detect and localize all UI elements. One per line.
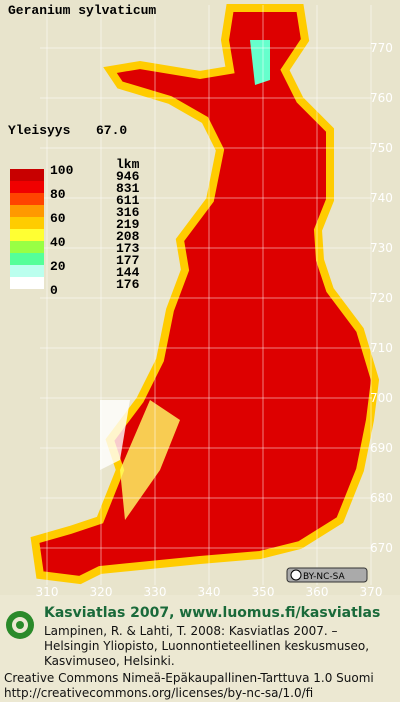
northing-label: 690 bbox=[370, 441, 393, 455]
easting-label: 320 bbox=[90, 585, 113, 599]
legend-scale-label: 40 bbox=[50, 235, 66, 250]
northing-label: 760 bbox=[370, 91, 393, 105]
grid: 770 760 750 740 730 720 710 700 690 680 670 310 320 3… bbox=[36, 5, 393, 599]
legend-swatch bbox=[10, 193, 44, 205]
legend-swatch bbox=[10, 205, 44, 217]
legend-count: 831 bbox=[116, 181, 140, 196]
legend-count: 316 bbox=[116, 205, 140, 220]
northing-label: 740 bbox=[370, 191, 393, 205]
legend-count: 176 bbox=[116, 277, 140, 292]
easting-label: 340 bbox=[198, 585, 221, 599]
northing-label: 670 bbox=[370, 541, 393, 555]
license-url: http://creativecommons.org/licenses/by-n… bbox=[4, 686, 313, 700]
easting-label: 350 bbox=[252, 585, 275, 599]
license-badge: BY-NC-SA bbox=[286, 567, 368, 583]
legend-swatch bbox=[10, 181, 44, 193]
citation-line: Lampinen, R. & Lahti, T. 2008: Kasviatla… bbox=[44, 624, 338, 638]
legend-swatch bbox=[10, 265, 44, 277]
legend-swatch bbox=[10, 217, 44, 229]
legend-swatch bbox=[10, 229, 44, 241]
footer-heading: Kasviatlas 2007, www.luomus.fi/kasviatla… bbox=[44, 605, 380, 621]
legend-scale-label: 20 bbox=[50, 259, 66, 274]
northing-label: 720 bbox=[370, 291, 393, 305]
badge-text: BY-NC-SA bbox=[303, 572, 346, 582]
northing-label: 680 bbox=[370, 491, 393, 505]
frequency-value: 67.0 bbox=[96, 123, 127, 138]
legend-scale-label: 100 bbox=[50, 163, 74, 178]
easting-label: 310 bbox=[36, 585, 59, 599]
coastal-zone bbox=[120, 400, 180, 520]
legend-scale-label: 0 bbox=[50, 283, 58, 298]
citation-line: Helsingin Yliopisto, Luonnontieteellinen… bbox=[44, 639, 369, 653]
easting-label: 360 bbox=[306, 585, 329, 599]
northing-label: 750 bbox=[370, 141, 393, 155]
easting-label: 370 bbox=[360, 585, 383, 599]
count-header: lkm bbox=[116, 157, 140, 172]
legend-swatch bbox=[10, 241, 44, 253]
legend-swatch bbox=[10, 169, 44, 181]
northing-label: 700 bbox=[370, 391, 393, 405]
northing-label: 730 bbox=[370, 241, 393, 255]
northern-zone bbox=[250, 40, 270, 85]
no-data-zone bbox=[100, 400, 130, 470]
northing-label: 770 bbox=[370, 41, 393, 55]
easting-label: 330 bbox=[144, 585, 167, 599]
legend-count: 946 bbox=[116, 169, 140, 184]
legend-count: 611 bbox=[116, 193, 140, 208]
legend-scale-label: 60 bbox=[50, 211, 66, 226]
legend-count: 208 bbox=[116, 229, 140, 244]
legend-count: 177 bbox=[116, 253, 139, 268]
legend-swatch bbox=[10, 277, 44, 289]
legend-count: 219 bbox=[116, 217, 140, 232]
legend-swatch bbox=[10, 253, 44, 265]
license-text: Creative Commons Nimeä-Epäkaupallinen-Ta… bbox=[4, 671, 374, 685]
legend-scale-label: 80 bbox=[50, 187, 66, 202]
map-title: Geranium sylvaticum bbox=[8, 3, 156, 18]
frequency-label: Yleisyys bbox=[8, 123, 71, 138]
citation-line: Kasvimuseo, Helsinki. bbox=[44, 654, 175, 668]
northing-label: 710 bbox=[370, 341, 393, 355]
legend-count: 144 bbox=[116, 265, 140, 280]
map bbox=[30, 3, 380, 585]
legend-count: 173 bbox=[116, 241, 140, 256]
logo bbox=[6, 611, 34, 639]
